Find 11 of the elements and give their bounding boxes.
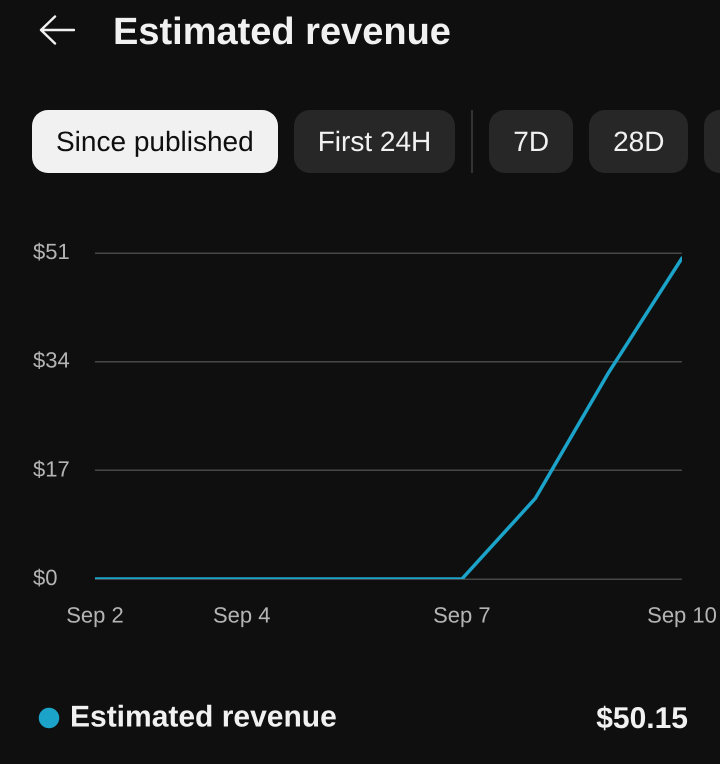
x-tick-label: Sep 2 [66, 602, 124, 628]
x-tick-label: Sep 10 [647, 602, 717, 628]
y-tick-label: $34 [33, 348, 70, 373]
x-tick-label: Sep 4 [213, 602, 270, 628]
legend-label: Estimated revenue [70, 700, 337, 734]
y-tick-label: $17 [33, 456, 70, 482]
x-tick-label: Sep 7 [433, 602, 491, 628]
y-tick-label: $0 [33, 565, 58, 590]
total-amount: $50.15 [596, 704, 688, 734]
chart-title: Estimated revenue [113, 11, 451, 53]
y-tick-label: $51 [33, 239, 70, 264]
